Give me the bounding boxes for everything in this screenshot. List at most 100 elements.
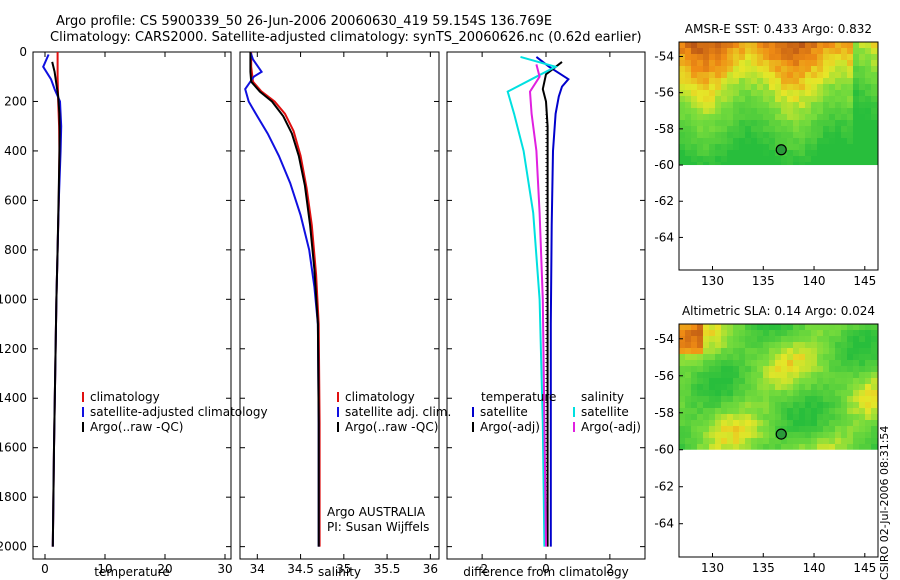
sla-map-cell: [703, 390, 709, 396]
sst-map-cell: [799, 156, 805, 162]
sst-map-cell: [841, 156, 847, 162]
sst-map-cell: [691, 138, 697, 144]
sla-map-cell: [823, 378, 829, 384]
sst-map-cell: [721, 138, 727, 144]
sst-map-cell: [745, 150, 751, 156]
sla-map-cell: [739, 390, 745, 396]
sst-map-cell: [703, 120, 709, 126]
sla-map-cell: [721, 420, 727, 426]
sst-map-cell: [781, 66, 787, 72]
sla-map-cell: [739, 384, 745, 390]
sst-map-cell: [703, 102, 709, 108]
depth-tick-label: 200: [4, 94, 27, 108]
sst-map-cell: [835, 120, 841, 126]
sst-map-cell: [697, 114, 703, 120]
sla-map-cell: [751, 372, 757, 378]
sst-map-cell: [709, 60, 715, 66]
sst-map-cell: [853, 90, 859, 96]
sst-map-cell: [787, 84, 793, 90]
sst-map-cell: [853, 132, 859, 138]
sst-map-cell: [715, 162, 721, 166]
sst-map-cell: [739, 84, 745, 90]
sst-map-cell: [829, 126, 835, 132]
sla-map-cell: [835, 444, 841, 450]
sst-map-cell: [787, 144, 793, 150]
sst-map-cell: [811, 54, 817, 60]
sst-map-cell: [709, 132, 715, 138]
sst-map-cell: [751, 66, 757, 72]
sst-map-cell: [679, 114, 685, 120]
sst-map-cell: [823, 120, 829, 126]
sst-map-cell: [721, 66, 727, 72]
sla-map-cell: [847, 426, 853, 432]
sst-map-cell: [841, 90, 847, 96]
sst-map-cell: [727, 54, 733, 60]
sla-map-ytick-label: -58: [654, 406, 674, 420]
sst-map-cell: [775, 102, 781, 108]
sst-map-cell: [757, 108, 763, 114]
sst-map-cell: [715, 78, 721, 84]
sst-map-cell: [859, 108, 865, 114]
sla-map-xtick-label: 145: [853, 561, 876, 575]
difference-series-temperature-argo-adj-: [541, 61, 563, 547]
sst-map-cell: [691, 150, 697, 156]
sla-map-cell: [817, 420, 823, 426]
sst-map-cell: [775, 156, 781, 162]
sst-map-cell: [721, 54, 727, 60]
sla-map-cell: [841, 378, 847, 384]
sst-map-cell: [853, 156, 859, 162]
sst-map-cell: [745, 48, 751, 54]
sla-map-cell: [841, 342, 847, 348]
sla-map-cell: [757, 366, 763, 372]
sst-map-cell: [727, 126, 733, 132]
sst-map-cell: [679, 84, 685, 90]
sla-map-cell: [679, 390, 685, 396]
sst-map-cell: [811, 150, 817, 156]
sla-map-cell: [853, 342, 859, 348]
sla-map-cell: [697, 444, 703, 450]
sla-map-cell: [871, 432, 877, 438]
sst-map-cell: [775, 162, 781, 166]
sla-map-cell: [757, 378, 763, 384]
sst-map-cell: [823, 114, 829, 120]
sla-map-cell: [847, 372, 853, 378]
sla-map-cell: [751, 426, 757, 432]
sla-map-cell: [865, 438, 871, 444]
sst-map-cell: [829, 108, 835, 114]
sla-map-cell: [745, 360, 751, 366]
sst-map-cell: [859, 60, 865, 66]
sla-map-cell: [775, 414, 781, 420]
sla-map-cell: [691, 324, 697, 330]
sla-map-cell: [835, 354, 841, 360]
sst-map-cell: [751, 162, 757, 166]
sst-map-cell: [847, 162, 853, 166]
sst-map-cell: [721, 108, 727, 114]
sla-map-cell: [805, 360, 811, 366]
sla-map-cell: [865, 354, 871, 360]
sla-map-cell: [697, 402, 703, 408]
sla-map-cell: [811, 330, 817, 336]
sla-map-cell: [691, 420, 697, 426]
sla-map-cell: [793, 360, 799, 366]
sla-map-cell: [805, 390, 811, 396]
sst-map-cell: [847, 114, 853, 120]
sst-map-cell: [871, 66, 877, 72]
sla-map-cell: [703, 438, 709, 444]
sla-map-cell: [715, 366, 721, 372]
sst-map-cell: [727, 150, 733, 156]
sst-map-cell: [745, 84, 751, 90]
sst-map-cell: [703, 108, 709, 114]
sst-map-cell: [853, 78, 859, 84]
depth-tick-label: 1400: [0, 391, 27, 405]
depth-tick-label: 2000: [0, 540, 27, 554]
sla-map-cell: [787, 420, 793, 426]
sla-map-cell: [727, 390, 733, 396]
sla-map-cell: [835, 366, 841, 372]
sst-map-cell: [727, 144, 733, 150]
sla-map-cell: [805, 342, 811, 348]
sst-map-cell: [817, 114, 823, 120]
sst-map-cell: [865, 102, 871, 108]
sst-map-cell: [841, 120, 847, 126]
sst-map-cell: [865, 78, 871, 84]
sst-map-cell: [805, 60, 811, 66]
